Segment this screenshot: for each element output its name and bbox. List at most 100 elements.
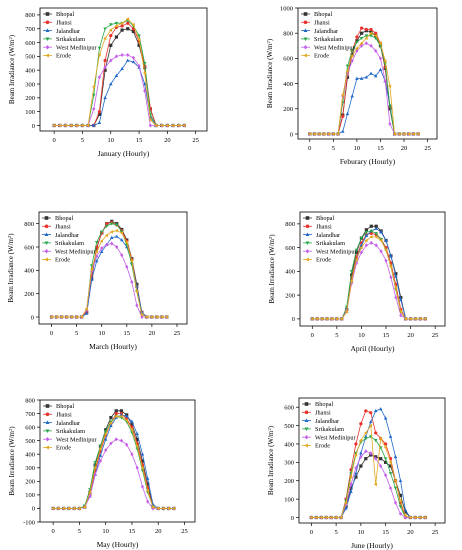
data-point (403, 508, 408, 512)
data-point (93, 466, 97, 470)
series-erode (49, 228, 169, 319)
data-point (350, 273, 354, 277)
legend-label: Bhopal (55, 215, 73, 222)
data-point (406, 132, 411, 136)
data-point (369, 235, 373, 239)
data-point (403, 515, 408, 520)
legend-marker (304, 418, 309, 423)
data-point (109, 82, 113, 86)
chart-panel-5: 0 5 10 15 20 25 -100 0 100 200 300 400 500 600 700 800 M… (8, 397, 196, 549)
legend-marker (304, 427, 309, 432)
y-tick-label: 800 (285, 221, 295, 228)
data-point (159, 123, 163, 128)
data-point (98, 453, 103, 457)
data-point (92, 106, 96, 111)
x-tick-label: 0 (52, 528, 55, 535)
legend-label: Erode (56, 53, 71, 60)
legend-marker (45, 412, 50, 417)
data-point (80, 123, 84, 128)
data-point (344, 309, 348, 314)
data-point (374, 456, 378, 461)
data-point (69, 315, 73, 319)
data-point (393, 454, 398, 459)
legend-marker (305, 257, 309, 262)
legend-label: Erode (316, 257, 331, 264)
data-point (393, 478, 397, 483)
data-point (79, 315, 83, 319)
legend-marker (45, 20, 50, 25)
data-point (398, 309, 403, 314)
data-point (364, 34, 369, 38)
plot-frame (38, 211, 188, 325)
data-point (383, 59, 387, 63)
y-tick-label: 800 (25, 397, 35, 404)
data-point (359, 41, 363, 46)
data-point (109, 421, 113, 425)
data-point (403, 510, 408, 514)
data-point (378, 56, 383, 61)
data-point (321, 132, 326, 136)
data-point (344, 506, 348, 510)
data-point (349, 270, 354, 274)
y-axis-label: Beam Irradiance (W/m2) (7, 233, 16, 303)
legend-label: Erode (56, 445, 71, 452)
x-tick-label: 10 (358, 529, 365, 536)
data-point (74, 315, 78, 319)
data-point (140, 310, 144, 314)
data-point (359, 76, 364, 80)
x-tick-label: 25 (192, 137, 199, 144)
data-point (120, 253, 124, 258)
data-point (95, 254, 99, 259)
x-tick-label: 25 (432, 529, 439, 536)
data-point (315, 317, 319, 321)
data-point (135, 303, 139, 308)
legend-marker (305, 216, 310, 220)
data-point (368, 423, 373, 428)
data-point (103, 95, 107, 100)
data-point (389, 264, 393, 269)
data-point (384, 238, 388, 242)
x-tick-label: 10 (108, 137, 115, 144)
data-point (134, 289, 139, 294)
legend-marker (304, 434, 309, 440)
data-point (142, 82, 147, 86)
data-point (92, 123, 96, 127)
data-point (373, 408, 378, 413)
legend-marker (45, 429, 50, 434)
data-point (359, 245, 363, 250)
data-point (359, 464, 363, 468)
data-point (360, 31, 364, 35)
data-point (345, 71, 350, 76)
data-point (182, 123, 186, 128)
data-point (103, 432, 107, 436)
data-point (345, 64, 350, 68)
legend-label: Jalandhar (316, 232, 341, 239)
data-point (334, 515, 338, 520)
legend-marker (303, 37, 308, 42)
data-point (126, 21, 130, 25)
data-point (104, 224, 109, 228)
data-point (114, 228, 119, 233)
data-point (336, 132, 340, 136)
y-tick-label: 500 (284, 423, 294, 430)
data-point (109, 416, 113, 420)
data-point (93, 461, 97, 465)
series-bhopal (309, 453, 427, 520)
series-erode (309, 423, 427, 520)
legend-label: Bhopal (56, 11, 74, 18)
data-point (399, 295, 403, 300)
data-point (364, 409, 368, 413)
data-point (105, 222, 109, 226)
data-point (135, 437, 139, 441)
data-point (64, 315, 68, 319)
series-line (54, 54, 185, 126)
data-point (93, 463, 97, 467)
data-point (63, 123, 67, 128)
series-jalandhar (52, 58, 187, 127)
plot-frame (39, 399, 196, 523)
chart-panel-6: 0 5 10 15 20 25 0 100 200 300 400 500 600 June (Hourl… (267, 397, 446, 550)
